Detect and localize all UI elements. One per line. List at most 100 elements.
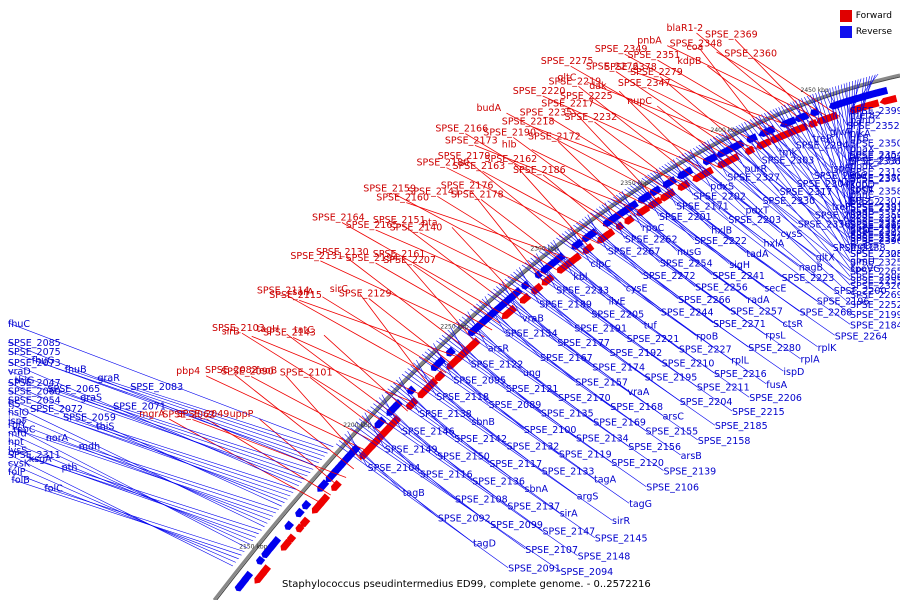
reverse-gene-label: ksgA [29, 454, 52, 465]
forward-leader-line [542, 174, 615, 234]
reverse-gene-label: SPSE_2268 [800, 308, 853, 319]
reverse-leader-line [7, 449, 257, 538]
reverse-gene-label: SPSE_2116 [420, 470, 473, 481]
reverse-gene [649, 185, 662, 197]
reverse-gene-label: kbl [573, 272, 587, 283]
reverse-gene-label: rpoB [696, 332, 718, 343]
reverse-gene-label: rplY [8, 420, 27, 431]
reverse-leader-line [7, 322, 334, 448]
legend: Forward Reverse [839, 8, 892, 40]
reverse-gene-label: spoVG [850, 264, 881, 275]
reverse-leader-line [338, 440, 474, 543]
genome-backbone [212, 73, 900, 600]
reverse-gene-label: SPSE_2210 [662, 358, 715, 369]
forward-leader-line [323, 334, 408, 412]
reverse-leader-line [584, 216, 644, 276]
reverse-leader-line [541, 248, 715, 374]
reverse-gene-label: SPSE_2120 [611, 458, 664, 469]
reverse-gene [374, 416, 387, 429]
reverse-leader-line [735, 125, 833, 207]
reverse-gene-label: SPSE_2203 [728, 215, 781, 226]
forward-leader-line [345, 256, 470, 352]
reverse-gene-label: SPSE_2139 [664, 467, 717, 478]
forward-gene-label: SPSE_2165 [346, 220, 399, 231]
reverse-leader-line [564, 231, 661, 312]
reverse-gene-label: SPSE_2191 [574, 324, 627, 335]
reverse-gene-label: SPSE_2393 [850, 202, 900, 213]
reverse-leader-line [7, 390, 285, 503]
reverse-gene-label: SPSE_2244 [661, 307, 714, 318]
reverse-gene-label: SPSE_2323 [815, 211, 868, 222]
forward-gene-label: SPSE_2276 [586, 62, 639, 73]
reverse-gene-label: SPSE_2148 [578, 552, 631, 563]
reverse-gene-label: SPSE_2319 [850, 167, 900, 178]
reverse-gene-label: SPSE_2223 [782, 273, 835, 284]
reverse-leader-line [45, 436, 276, 514]
forward-gene-label: SPSE_2090 [221, 367, 274, 378]
reverse-gene-label: norA [46, 433, 69, 444]
reverse-leader-line [356, 421, 491, 525]
forward-leader-line [549, 117, 675, 194]
reverse-leader-line [61, 466, 262, 531]
reverse-leader-line [812, 93, 851, 241]
reverse-gene-label: SPSE_2135 [541, 409, 594, 420]
reverse-gene-label: glvA [830, 127, 851, 138]
reverse-gene-label: panB [850, 207, 874, 218]
reverse-gene-label: SPSE_2150 [437, 452, 490, 463]
reverse-leader-line [826, 88, 848, 126]
reverse-leader-line [547, 244, 644, 325]
reverse-gene [267, 536, 282, 552]
reverse-gene-label: graS [80, 393, 102, 404]
reverse-gene-label: SPSE_2303 [762, 156, 815, 167]
reverse-leader-line [504, 278, 716, 426]
reverse-gene-label: gltB [850, 133, 869, 144]
forward-gene-label: SPSE_2162 [485, 154, 538, 165]
forward-gene-label: dak [589, 81, 607, 92]
reverse-gene-label: SPSE_2106 [646, 483, 699, 494]
forward-gene [636, 204, 651, 217]
reverse-leader-line [393, 382, 490, 464]
reverse-gene-label: SPSE_2264 [835, 331, 888, 342]
reverse-leader-line [761, 114, 851, 261]
reverse-leader-line [536, 253, 557, 290]
reverse-leader-line [849, 77, 865, 224]
forward-gene-label: pta [422, 217, 438, 228]
forward-gene-label: SPSE_2190 [483, 127, 536, 138]
reverse-gene-label: SPSE_2104 [368, 463, 421, 474]
reverse-leader-line [840, 84, 851, 143]
reverse-gene-label: SPSE_2136 [472, 477, 525, 488]
reverse-gene-label: SPSE_2311 [8, 450, 61, 461]
reverse-leader-line [653, 171, 712, 230]
reverse-gene-label: SPSE_2294 [796, 140, 849, 151]
reverse-gene-label: SPSE_2142 [454, 434, 507, 445]
reverse-gene-label: cysS [781, 229, 803, 240]
reverse-gene-label: SPSE_2071 [113, 401, 166, 412]
reverse-gene-label: fhuG [32, 356, 55, 367]
reverse-gene-label: SPSE_2317 [780, 187, 833, 198]
reverse-leader-line [63, 416, 294, 493]
reverse-gene-label: SPSE_2085 [8, 338, 61, 349]
reverse-gene-label: SPSE_2395 [850, 213, 900, 224]
forward-gene [647, 196, 663, 209]
forward-gene [602, 228, 616, 240]
reverse-gene-label: SPSE_2170 [558, 393, 611, 404]
reverse-gene [588, 228, 598, 238]
forward-leader-line [251, 335, 416, 404]
reverse-gene-label: thiS [96, 421, 114, 432]
reverse-gene-label: SPSE_2262 [625, 235, 678, 246]
reverse-gene-label: SPSE_2377 [850, 226, 900, 237]
reverse-leader-line [573, 224, 784, 372]
reverse-gene-label: ung [523, 368, 541, 379]
reverse-leader-line [398, 376, 420, 414]
reverse-gene-label: SPSE_2100 [524, 425, 577, 436]
reverse-gene-label: SPSE_2320 [850, 219, 900, 230]
reverse-leader-line [849, 80, 853, 184]
reverse-gene-label: nusG [677, 247, 701, 258]
reverse-leader-line [344, 433, 403, 493]
reverse-gene-label: cysE [626, 283, 648, 294]
reverse-leader-line [95, 425, 297, 490]
reverse-leader-line [621, 191, 643, 228]
reverse-leader-line [7, 381, 282, 507]
forward-gene-label: SPSE_2217 [541, 99, 594, 110]
